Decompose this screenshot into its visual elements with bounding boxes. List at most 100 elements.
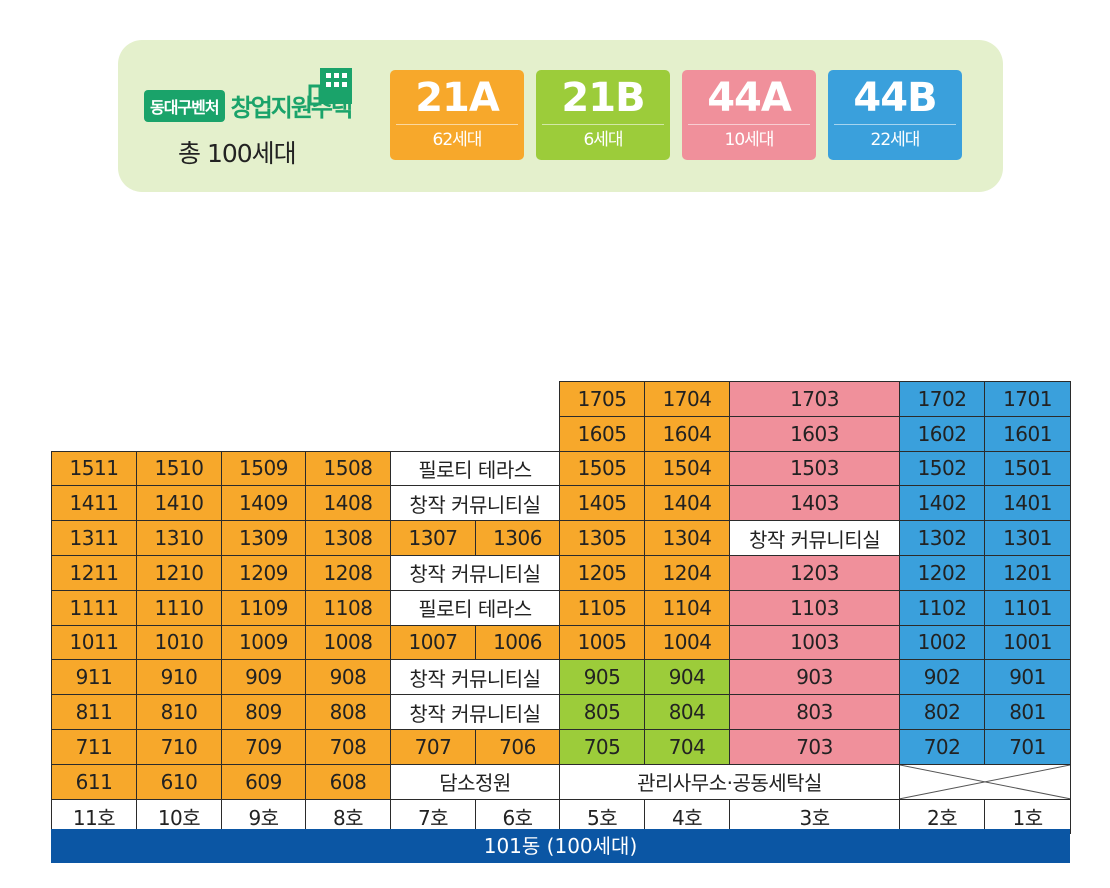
- floor-10: 1011 1010 1009 1008 1007 1006 1005 1004 …: [51, 624, 1072, 661]
- unit-cell: 1503: [729, 450, 901, 487]
- facility-cell: 담소정원: [389, 763, 561, 800]
- unit-cell: 803: [729, 694, 901, 730]
- unit-cell: 1509: [221, 450, 306, 487]
- unit-cell: 1311: [51, 520, 137, 556]
- unit-cell: 1204: [644, 554, 731, 591]
- unit-cell: 908: [305, 659, 391, 696]
- unit-cell: 1305: [559, 520, 646, 556]
- unit-cell: 901: [984, 659, 1072, 696]
- unit-type-label: 21B: [561, 75, 645, 121]
- unit-cell: 904: [644, 659, 731, 696]
- unit-cell: 703: [729, 728, 901, 765]
- unit-cell: 1408: [305, 485, 391, 522]
- line-label: 5호: [559, 798, 646, 835]
- unit-type-count: 62세대: [432, 130, 483, 150]
- unit-cell: 1008: [305, 624, 391, 661]
- unit-cell: 808: [305, 694, 391, 730]
- unit-cell: 609: [221, 763, 306, 800]
- total-households: 총 100세대: [178, 139, 297, 168]
- line-label: 3호: [729, 798, 901, 835]
- floor-11: 1111 1110 1109 1108 필로티 테라스 1105 1104 11…: [51, 589, 1072, 626]
- unit-cell: 1310: [136, 520, 222, 556]
- unit-cell: 1004: [644, 624, 731, 661]
- unit-cell: 1210: [136, 554, 222, 591]
- facility-cell: 관리사무소·공동세탁실: [559, 763, 901, 800]
- unit-cell: 701: [984, 728, 1072, 765]
- unit-cell: 1604: [644, 415, 731, 452]
- facility-cell: 창작 커뮤니티실: [389, 485, 561, 522]
- unit-type-44a: 44A 10세대: [682, 70, 816, 160]
- unit-cell: 1003: [729, 624, 901, 661]
- unit-cell: 1701: [984, 381, 1072, 417]
- unit-cell: 1109: [221, 589, 306, 626]
- floor-7: 711 710 709 708 707 706 705 704 703 702 …: [51, 728, 1072, 765]
- unit-type-label: 44A: [707, 75, 792, 121]
- cross-mark-icon: [900, 765, 1070, 799]
- unit-cell: 1203: [729, 554, 901, 591]
- unit-cell: 1502: [899, 450, 986, 487]
- unit-cell: 1705: [559, 381, 646, 417]
- unit-cell: 1006: [474, 624, 561, 661]
- line-label: 11호: [51, 798, 137, 835]
- line-label: 10호: [136, 798, 222, 835]
- unit-cell: 1411: [51, 485, 137, 522]
- unit-cell: 905: [559, 659, 646, 696]
- unit-cell: 1307: [390, 520, 476, 556]
- unit-cell: 1404: [644, 485, 731, 522]
- brand-logo: 동대구벤처 창업지원주택: [144, 88, 353, 123]
- floor-14: 1411 1410 1409 1408 창작 커뮤니티실 1405 1404 1…: [51, 485, 1072, 522]
- unit-cell: 705: [559, 728, 646, 765]
- unit-cell: 1508: [305, 450, 391, 487]
- line-label: 4호: [644, 798, 731, 835]
- unit-cell: 1007: [390, 624, 476, 661]
- unit-cell: 1105: [559, 589, 646, 626]
- unit-type-label: 21A: [415, 75, 500, 121]
- floor-16: 1605 1604 1603 1602 1601: [52, 415, 1072, 452]
- floor-12: 1211 1210 1209 1208 창작 커뮤니티실 1205 1204 1…: [51, 554, 1072, 591]
- unit-cell: 1005: [559, 624, 646, 661]
- brand-badge: 동대구벤처: [144, 89, 225, 122]
- unit-cell: 1308: [305, 520, 391, 556]
- facility-cell: 창작 커뮤니티실: [389, 554, 561, 591]
- unit-cell: 1304: [644, 520, 731, 556]
- unit-type-21b: 21B 6세대: [536, 70, 670, 160]
- unit-cell: 1504: [644, 450, 731, 487]
- unit-type-count: 6세대: [583, 130, 623, 150]
- unit-cell: 1208: [305, 554, 391, 591]
- unit-cell: 1306: [474, 520, 561, 556]
- unit-cell: 1409: [221, 485, 306, 522]
- unit-cell: 611: [51, 763, 137, 800]
- building-footer: 101동 (100세대): [51, 829, 1070, 863]
- unit-cell: 1703: [729, 381, 901, 417]
- unit-cell: 610: [136, 763, 222, 800]
- legend-panel: 동대구벤처 창업지원주택 총 100세대 21A 62세대 21B 6세대 44…: [118, 40, 1003, 192]
- unit-cell: 710: [136, 728, 222, 765]
- unit-cell: 1104: [644, 589, 731, 626]
- unit-cell: 1009: [221, 624, 306, 661]
- unit-cell: 1302: [899, 520, 986, 556]
- unit-cell: 1603: [729, 415, 901, 452]
- unit-cell: 1301: [984, 520, 1072, 556]
- unit-cell: 1010: [136, 624, 222, 661]
- unit-cell: 1401: [984, 485, 1072, 522]
- line-number-row: 11호 10호 9호 8호 7호 6호 5호 4호 3호 2호 1호: [51, 798, 1072, 835]
- unit-cell: 707: [390, 728, 476, 765]
- facility-cell: 창작 커뮤니티실: [389, 694, 561, 730]
- unit-cell: 1011: [51, 624, 137, 661]
- unit-cell: 1205: [559, 554, 646, 591]
- unit-cell: 1505: [559, 450, 646, 487]
- unit-cell: 1209: [221, 554, 306, 591]
- unit-cell: 1702: [899, 381, 986, 417]
- unit-cell: 1111: [51, 589, 137, 626]
- unit-cell: 1102: [899, 589, 986, 626]
- unit-cell: 801: [984, 694, 1072, 730]
- floor-plan-table: 1705 1704 1703 1702 1701 1605 1604 1603 …: [51, 381, 1072, 835]
- floor-8: 811 810 809 808 창작 커뮤니티실 805 804 803 802…: [51, 694, 1072, 730]
- unit-type-21a: 21A 62세대: [390, 70, 524, 160]
- unit-cell: 1402: [899, 485, 986, 522]
- line-label: 9호: [221, 798, 306, 835]
- unit-cell: 1101: [984, 589, 1072, 626]
- unit-cell: 809: [221, 694, 306, 730]
- unit-cell: 1103: [729, 589, 901, 626]
- unit-cell: 1002: [899, 624, 986, 661]
